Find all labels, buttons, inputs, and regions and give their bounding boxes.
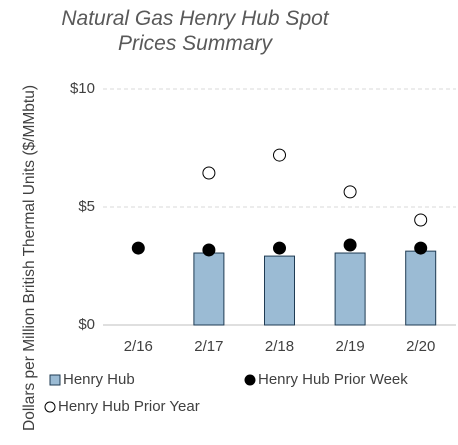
legend-swatch	[244, 374, 256, 386]
marker	[343, 238, 357, 252]
marker	[273, 148, 286, 162]
y-tick-label: $5	[78, 198, 95, 215]
marker	[414, 241, 428, 255]
x-tick-label: 2/16	[124, 338, 153, 355]
bar	[264, 255, 295, 326]
y-tick-label: $0	[78, 316, 95, 333]
marker	[414, 213, 428, 227]
legend-swatch	[49, 374, 61, 386]
bar	[334, 252, 366, 326]
legend-label: Henry Hub Prior Week	[258, 371, 408, 388]
chart-title: Natural Gas Henry Hub Spot Prices Summar…	[61, 7, 329, 55]
bar	[193, 252, 225, 326]
marker	[343, 185, 357, 199]
x-tick-label: 2/20	[406, 338, 435, 355]
marker	[131, 241, 145, 255]
bar	[405, 250, 437, 326]
marker	[273, 241, 286, 255]
legend-swatch	[44, 401, 56, 413]
x-tick-label: 2/18	[265, 338, 294, 355]
y-tick-label: $10	[70, 80, 95, 97]
legend-label: Henry Hub Prior Year	[58, 398, 200, 415]
x-tick-label: 2/19	[335, 338, 364, 355]
marker	[202, 166, 216, 180]
legend-label: Henry Hub	[63, 371, 135, 388]
marker	[202, 243, 216, 257]
x-tick-label: 2/17	[194, 338, 223, 355]
